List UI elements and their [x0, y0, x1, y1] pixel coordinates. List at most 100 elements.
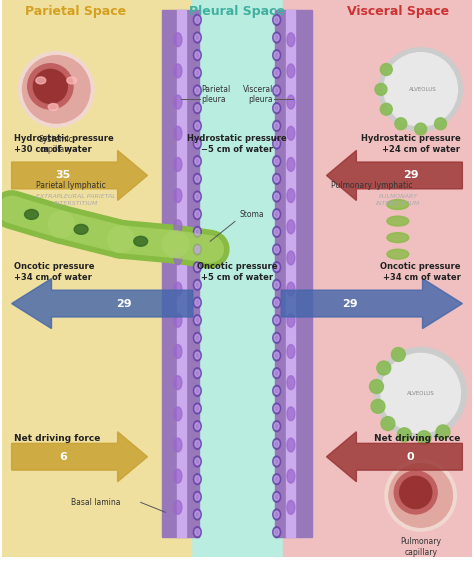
- Text: Stoma: Stoma: [240, 210, 264, 219]
- Ellipse shape: [273, 315, 281, 325]
- Ellipse shape: [193, 173, 201, 185]
- Ellipse shape: [274, 264, 279, 270]
- Ellipse shape: [193, 438, 201, 449]
- Text: 0: 0: [407, 452, 415, 462]
- Ellipse shape: [273, 262, 281, 273]
- Ellipse shape: [273, 438, 281, 449]
- Ellipse shape: [287, 376, 295, 389]
- Text: Visceral Space: Visceral Space: [347, 6, 449, 19]
- Ellipse shape: [134, 236, 147, 246]
- Ellipse shape: [287, 407, 295, 421]
- Ellipse shape: [174, 158, 182, 171]
- Ellipse shape: [274, 317, 279, 324]
- Circle shape: [23, 56, 90, 123]
- Ellipse shape: [273, 509, 281, 520]
- Ellipse shape: [287, 188, 295, 203]
- Circle shape: [415, 123, 427, 135]
- Ellipse shape: [274, 228, 279, 235]
- Ellipse shape: [195, 440, 200, 447]
- Ellipse shape: [193, 367, 201, 379]
- Text: Hydrostatic pressure
−5 cm of water: Hydrostatic pressure −5 cm of water: [187, 134, 287, 154]
- Ellipse shape: [193, 138, 201, 149]
- Ellipse shape: [274, 246, 279, 253]
- Text: EXTRAPLEURAL PARIETAL
INTERSTITIUM: EXTRAPLEURAL PARIETAL INTERSTITIUM: [36, 194, 116, 205]
- Ellipse shape: [273, 421, 281, 431]
- Text: Hydrostatic pressure
+30 cm of water: Hydrostatic pressure +30 cm of water: [14, 134, 113, 154]
- Text: Pulmonary
capillary: Pulmonary capillary: [400, 537, 441, 557]
- Text: Hydrostatic pressure
+24 cm of water: Hydrostatic pressure +24 cm of water: [361, 134, 460, 154]
- Ellipse shape: [274, 193, 279, 200]
- Ellipse shape: [274, 176, 279, 182]
- Ellipse shape: [193, 509, 201, 520]
- Ellipse shape: [195, 87, 200, 94]
- Ellipse shape: [274, 158, 279, 165]
- Ellipse shape: [287, 33, 295, 47]
- Ellipse shape: [273, 138, 281, 149]
- Circle shape: [417, 431, 431, 445]
- FancyArrow shape: [327, 432, 462, 482]
- Text: Oncotic pressure
+34 cm of water: Oncotic pressure +34 cm of water: [380, 261, 460, 282]
- Ellipse shape: [174, 33, 182, 47]
- Text: Parietal
pleura: Parietal pleura: [201, 85, 230, 104]
- Bar: [283, 0, 325, 557]
- Bar: [2, 0, 149, 557]
- Ellipse shape: [287, 314, 295, 327]
- Ellipse shape: [174, 251, 182, 265]
- Ellipse shape: [274, 476, 279, 482]
- Ellipse shape: [193, 156, 201, 167]
- Ellipse shape: [287, 282, 295, 296]
- Text: 6: 6: [59, 452, 67, 462]
- Ellipse shape: [195, 34, 200, 41]
- FancyArrow shape: [12, 432, 147, 482]
- Ellipse shape: [195, 282, 200, 288]
- Ellipse shape: [273, 332, 281, 343]
- Ellipse shape: [387, 200, 409, 209]
- Ellipse shape: [193, 32, 201, 43]
- Ellipse shape: [273, 527, 281, 537]
- Circle shape: [377, 361, 391, 375]
- Ellipse shape: [274, 388, 279, 394]
- Ellipse shape: [287, 251, 295, 265]
- Text: 29: 29: [116, 298, 132, 309]
- Ellipse shape: [273, 473, 281, 485]
- Ellipse shape: [195, 370, 200, 376]
- Text: Systemic
capillary: Systemic capillary: [39, 135, 73, 154]
- Circle shape: [375, 84, 387, 95]
- Text: 35: 35: [55, 171, 71, 181]
- Circle shape: [385, 459, 456, 531]
- Ellipse shape: [193, 244, 201, 255]
- Ellipse shape: [287, 469, 295, 483]
- Ellipse shape: [273, 350, 281, 361]
- Text: Parietal lymphatic: Parietal lymphatic: [36, 181, 106, 190]
- Ellipse shape: [195, 158, 200, 165]
- Ellipse shape: [193, 527, 201, 537]
- Text: Visceral
pleura: Visceral pleura: [243, 85, 273, 104]
- Ellipse shape: [274, 511, 279, 518]
- Ellipse shape: [273, 297, 281, 308]
- Ellipse shape: [274, 34, 279, 41]
- Ellipse shape: [273, 279, 281, 290]
- Ellipse shape: [174, 126, 182, 140]
- Ellipse shape: [273, 244, 281, 255]
- Ellipse shape: [274, 528, 279, 536]
- Bar: [325, 0, 472, 557]
- Ellipse shape: [193, 121, 201, 131]
- Ellipse shape: [273, 85, 281, 96]
- FancyArrow shape: [12, 279, 193, 329]
- Circle shape: [436, 425, 450, 439]
- Ellipse shape: [287, 126, 295, 140]
- Bar: [163, 10, 199, 537]
- Ellipse shape: [193, 227, 201, 237]
- Ellipse shape: [74, 224, 88, 234]
- Ellipse shape: [195, 176, 200, 182]
- Ellipse shape: [287, 95, 295, 109]
- Ellipse shape: [273, 209, 281, 220]
- Text: Basal lamina: Basal lamina: [71, 498, 121, 507]
- Ellipse shape: [193, 209, 201, 220]
- Ellipse shape: [387, 233, 409, 242]
- Ellipse shape: [195, 511, 200, 518]
- Circle shape: [392, 347, 405, 361]
- Ellipse shape: [193, 332, 201, 343]
- Ellipse shape: [273, 491, 281, 502]
- Ellipse shape: [174, 314, 182, 327]
